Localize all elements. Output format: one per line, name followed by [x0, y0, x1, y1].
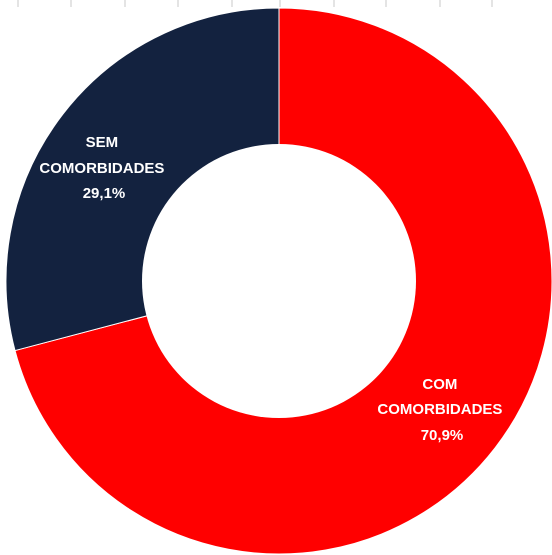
slice-label-sem-line2: COMORBIDADES — [39, 160, 164, 177]
slice-label-com-line2: COMORBIDADES — [377, 401, 502, 418]
slice-label-com: COM COMORBIDADES 70,9% — [377, 376, 506, 444]
donut-hole — [142, 144, 416, 418]
slice-label-sem-line1: SEM — [86, 134, 119, 151]
top-tick-marks — [17, 0, 493, 7]
slice-value-sem: 29,1% — [83, 185, 126, 202]
slice-value-com: 70,9% — [421, 427, 464, 444]
slice-label-com-line1: COM — [422, 376, 457, 393]
slice-label-sem: SEM COMORBIDADES 29,1% — [39, 134, 168, 202]
